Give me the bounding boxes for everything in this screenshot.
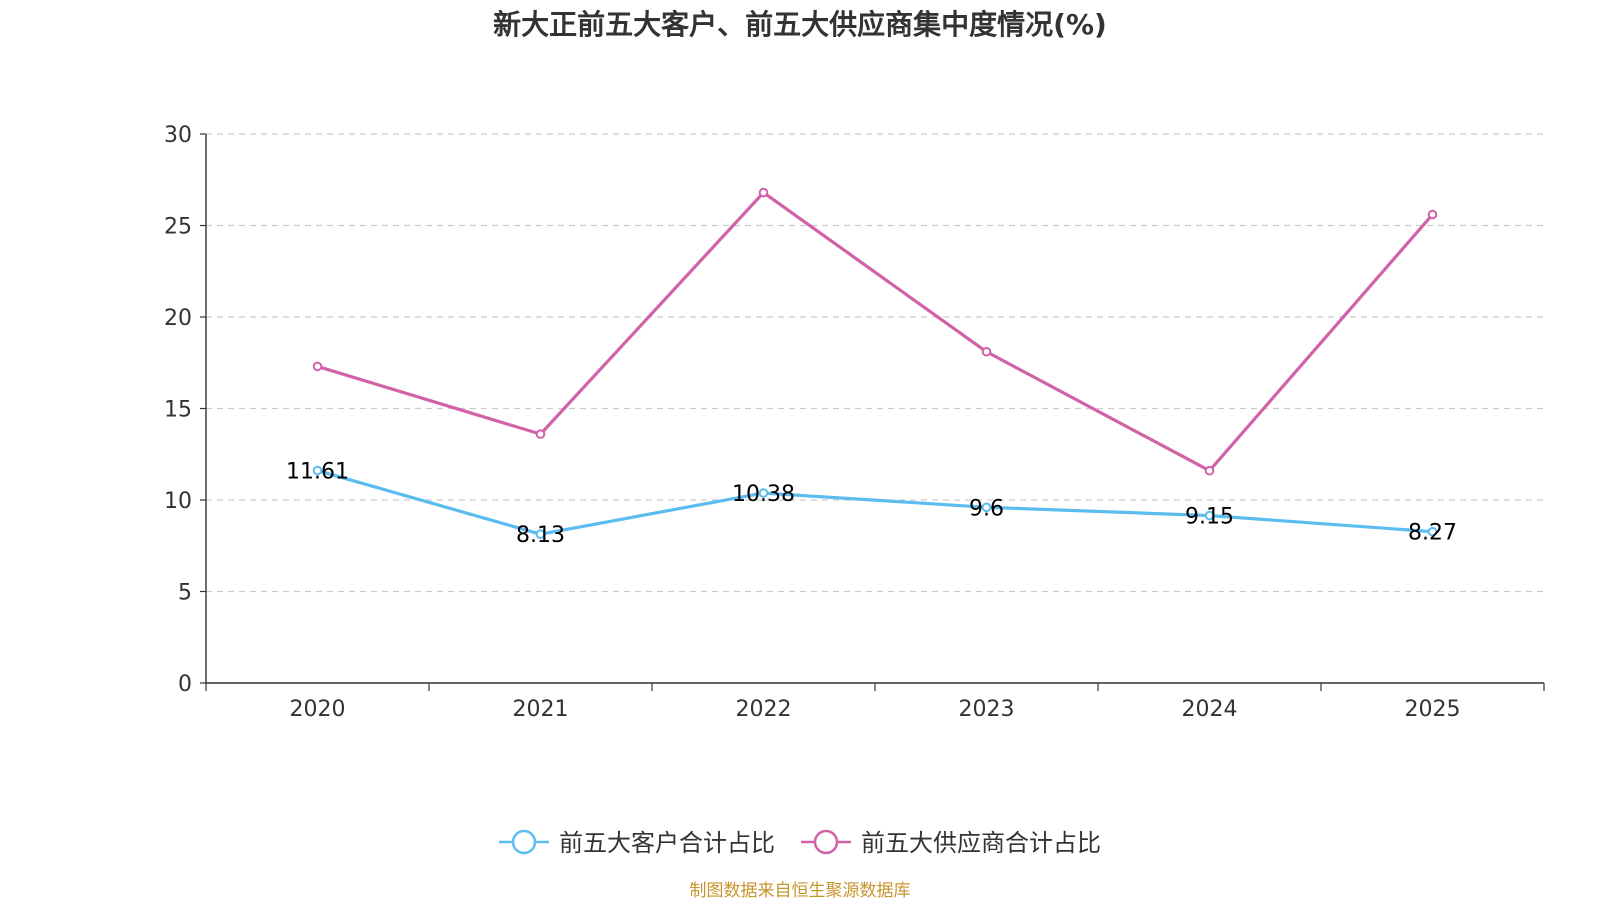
legend[interactable]: 前五大客户合计占比 前五大供应商合计占比 xyxy=(499,829,1101,857)
x-tick-label-2024: 2024 xyxy=(1182,697,1238,722)
y-tick-label-15: 15 xyxy=(164,398,192,423)
legend-label-1: 前五大供应商合计占比 xyxy=(861,829,1101,857)
series-1-point-2024[interactable] xyxy=(1204,465,1215,476)
y-tick-label-10: 10 xyxy=(164,489,192,514)
data-label-2020: 11.61 xyxy=(286,460,349,485)
y-tick-label-5: 5 xyxy=(178,581,192,606)
series-0-point-2022[interactable] xyxy=(758,488,769,498)
series-line-1 xyxy=(317,190,1434,473)
data-labels: 11.61 8.13 10.38 9.6 9.15 8.27 xyxy=(286,460,1457,549)
data-label-2021: 8.13 xyxy=(516,523,565,548)
legend-label-0: 前五大客户合计占比 xyxy=(559,829,775,857)
y-tick-label-0: 0 xyxy=(178,672,192,697)
series-0-point-2020[interactable] xyxy=(312,465,323,476)
x-tick-label-2025: 2025 xyxy=(1405,697,1461,722)
series-1-point-2022[interactable] xyxy=(758,187,769,198)
series-layer xyxy=(312,187,1438,540)
series-1-point-2020[interactable] xyxy=(312,361,323,372)
series-0-point-2023[interactable] xyxy=(981,502,992,513)
x-tick-label-2022: 2022 xyxy=(736,697,792,722)
series-0-point-2025[interactable] xyxy=(1427,526,1438,537)
legend-marker-0 xyxy=(511,829,537,855)
data-label-2022: 10.38 xyxy=(732,482,795,507)
legend-item-1[interactable]: 前五大供应商合计占比 xyxy=(801,829,1101,857)
source-note: 制图数据来自恒生聚源数据库 xyxy=(690,881,911,900)
series-1-point-2021[interactable] xyxy=(535,429,546,439)
data-label-2024: 9.15 xyxy=(1185,505,1234,530)
x-tick-label-2023: 2023 xyxy=(959,697,1015,722)
y-tick-label-20: 20 xyxy=(164,306,192,331)
x-tick-label-2020: 2020 xyxy=(290,697,346,722)
data-label-2025: 8.27 xyxy=(1408,521,1457,546)
series-line-0 xyxy=(317,468,1433,536)
legend-item-0[interactable]: 前五大客户合计占比 xyxy=(499,829,775,857)
x-tick-label-2021: 2021 xyxy=(513,697,569,722)
series-0-point-2021[interactable] xyxy=(535,529,546,540)
series-0-point-2024[interactable] xyxy=(1204,510,1215,521)
grid-lines xyxy=(206,133,1544,593)
y-tick-label-30: 30 xyxy=(164,123,192,148)
series-1-point-2025[interactable] xyxy=(1427,209,1438,220)
series-1-point-2023[interactable] xyxy=(981,346,992,357)
chart-title: 新大正前五大客户、前五大供应商集中度情况(%) xyxy=(493,8,1107,41)
y-tick-label-25: 25 xyxy=(164,215,192,240)
legend-marker-1 xyxy=(813,829,839,855)
data-label-2023: 9.6 xyxy=(969,496,1004,521)
